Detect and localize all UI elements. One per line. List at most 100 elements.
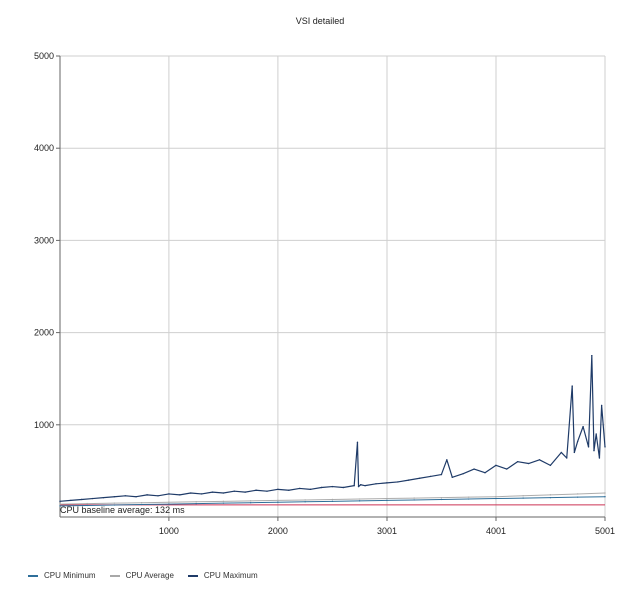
point-cpu-maximum-29 xyxy=(357,485,360,488)
point-cpu-minimum-17 xyxy=(522,497,524,499)
point-cpu-maximum-45 xyxy=(506,468,508,470)
point-cpu-minimum-9 xyxy=(304,501,306,503)
point-cpu-minimum-20 xyxy=(604,496,606,498)
point-cpu-maximum-2 xyxy=(80,498,83,501)
y-tick-label-1: 2000 xyxy=(34,328,54,338)
point-cpu-minimum-16 xyxy=(495,497,497,500)
point-cpu-average-18 xyxy=(549,494,552,496)
point-cpu-minimum-11 xyxy=(358,500,361,502)
point-cpu-maximum-20 xyxy=(277,488,279,491)
y-tick-label-4: 5000 xyxy=(34,51,54,61)
point-cpu-average-16 xyxy=(495,496,497,498)
x-tick-label-0: 1000 xyxy=(159,526,179,536)
point-cpu-minimum-15 xyxy=(467,498,470,500)
point-cpu-average-8 xyxy=(277,499,279,502)
legend-swatch-cpu-maximum xyxy=(187,574,198,577)
point-cpu-maximum-47 xyxy=(527,462,530,465)
point-cpu-average-2 xyxy=(113,502,116,504)
point-cpu-minimum-18 xyxy=(549,496,552,499)
point-cpu-maximum-24 xyxy=(320,486,323,489)
point-cpu-minimum-8 xyxy=(277,501,279,503)
point-cpu-maximum-3 xyxy=(91,497,94,500)
point-cpu-maximum-43 xyxy=(484,472,486,474)
point-cpu-average-14 xyxy=(440,496,443,499)
point-cpu-maximum-42 xyxy=(473,468,475,470)
point-cpu-average-11 xyxy=(358,498,361,500)
point-cpu-maximum-14 xyxy=(211,491,214,493)
point-cpu-average-15 xyxy=(467,496,470,498)
point-cpu-maximum-7 xyxy=(135,496,137,498)
point-cpu-maximum-15 xyxy=(222,492,225,494)
point-cpu-maximum-62 xyxy=(604,446,606,448)
point-cpu-maximum-13 xyxy=(200,493,203,495)
point-cpu-maximum-39 xyxy=(446,459,448,461)
point-cpu-maximum-48 xyxy=(538,459,541,461)
point-cpu-maximum-8 xyxy=(146,494,148,496)
point-cpu-maximum-25 xyxy=(331,485,334,488)
point-cpu-average-9 xyxy=(304,499,306,501)
legend-item-cpu-minimum: CPU Minimum xyxy=(28,571,96,580)
point-cpu-maximum-53 xyxy=(573,451,576,454)
point-cpu-maximum-54 xyxy=(576,440,579,443)
point-cpu-average-3 xyxy=(140,502,143,504)
point-cpu-average-20 xyxy=(604,492,606,494)
point-cpu-maximum-46 xyxy=(516,460,519,463)
point-cpu-maximum-1 xyxy=(70,499,72,502)
legend-label-cpu-average: CPU Average xyxy=(125,571,174,580)
point-cpu-maximum-50 xyxy=(560,451,562,454)
point-cpu-maximum-26 xyxy=(342,486,344,489)
point-cpu-maximum-21 xyxy=(288,489,290,491)
plot-background xyxy=(60,56,605,517)
legend-swatch-cpu-average xyxy=(109,574,120,577)
y-tick-label-0: 1000 xyxy=(34,420,54,430)
point-cpu-average-13 xyxy=(413,497,415,499)
point-cpu-maximum-10 xyxy=(168,493,170,495)
point-cpu-maximum-19 xyxy=(266,490,268,492)
point-cpu-average-4 xyxy=(168,501,170,503)
point-cpu-maximum-4 xyxy=(102,496,105,499)
point-cpu-minimum-4 xyxy=(168,503,170,505)
point-cpu-maximum-49 xyxy=(549,464,552,467)
point-cpu-maximum-58 xyxy=(593,449,595,452)
point-cpu-maximum-12 xyxy=(189,492,192,494)
point-cpu-maximum-16 xyxy=(233,490,235,492)
legend-swatch-cpu-minimum xyxy=(28,574,38,577)
legend-item-cpu-average: CPU Average xyxy=(109,571,174,580)
point-cpu-maximum-31 xyxy=(364,484,366,487)
point-cpu-maximum-56 xyxy=(587,446,590,448)
point-cpu-average-10 xyxy=(331,498,334,501)
point-cpu-maximum-18 xyxy=(255,489,257,491)
point-cpu-average-12 xyxy=(386,497,388,500)
point-cpu-maximum-11 xyxy=(179,494,181,496)
x-tick-label-4: 5001 xyxy=(595,526,615,536)
legend: CPU Minimum CPU Average CPU Maximum xyxy=(28,571,258,580)
point-cpu-maximum-37 xyxy=(429,475,432,478)
point-cpu-maximum-35 xyxy=(407,479,410,481)
point-cpu-maximum-5 xyxy=(113,496,116,498)
point-cpu-average-1 xyxy=(86,502,88,505)
point-cpu-minimum-10 xyxy=(331,500,334,503)
y-tick-label-2: 3000 xyxy=(34,235,54,245)
point-cpu-maximum-38 xyxy=(440,473,443,476)
point-cpu-average-0 xyxy=(59,503,61,505)
point-cpu-maximum-22 xyxy=(298,487,301,490)
x-tick-label-1: 2000 xyxy=(268,526,288,536)
point-cpu-minimum-12 xyxy=(386,499,388,502)
point-cpu-maximum-27 xyxy=(353,484,355,487)
point-cpu-maximum-60 xyxy=(598,457,601,459)
point-cpu-maximum-23 xyxy=(309,488,312,491)
point-cpu-minimum-1 xyxy=(86,504,88,507)
point-cpu-maximum-9 xyxy=(157,495,159,497)
x-tick-label-2: 3001 xyxy=(377,526,397,536)
point-cpu-maximum-17 xyxy=(244,491,246,493)
point-cpu-maximum-44 xyxy=(495,464,497,467)
point-cpu-maximum-57 xyxy=(591,354,593,357)
point-cpu-maximum-30 xyxy=(360,484,362,486)
point-cpu-average-6 xyxy=(222,500,225,503)
plot-area: 1000 2000 3001 4001 5001 1000 2000 3000 4000 5000 xyxy=(34,51,615,536)
point-cpu-minimum-19 xyxy=(576,496,579,498)
y-tick-label-3: 4000 xyxy=(34,143,54,153)
point-cpu-average-17 xyxy=(522,495,524,497)
point-cpu-maximum-33 xyxy=(386,482,388,484)
point-cpu-minimum-2 xyxy=(113,504,116,506)
